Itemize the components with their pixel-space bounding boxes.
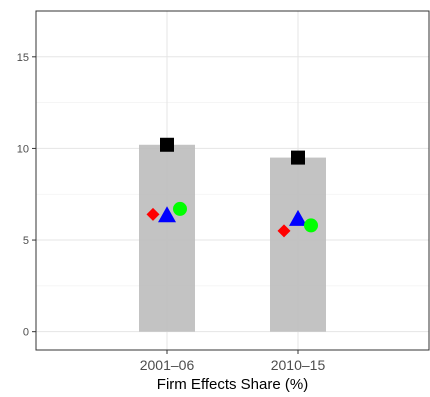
y-axis: 0 5 10 15 bbox=[17, 52, 36, 339]
circle-point-1 bbox=[173, 201, 187, 216]
x-tick-label: 2001–06 bbox=[140, 357, 195, 373]
circle-point-2 bbox=[304, 218, 318, 233]
x-tick-label: 2010–15 bbox=[271, 357, 326, 373]
bar-2 bbox=[270, 157, 326, 332]
bar-layer bbox=[139, 144, 326, 332]
y-tick-label: 0 bbox=[23, 327, 29, 339]
y-tick-label: 5 bbox=[23, 235, 29, 247]
y-tick-label: 15 bbox=[17, 52, 29, 64]
x-axis-title: Firm Effects Share (%) bbox=[157, 376, 308, 393]
triangle-point-2 bbox=[289, 209, 307, 226]
y-tick-label: 10 bbox=[17, 143, 29, 155]
diamond-point-1 bbox=[146, 207, 160, 221]
point-layer bbox=[146, 137, 318, 238]
x-axis: 2001–06 2010–15 bbox=[140, 350, 326, 373]
plot-panel-border bbox=[35, 10, 430, 351]
bar-1 bbox=[139, 144, 195, 332]
triangle-point-1 bbox=[158, 206, 176, 223]
diamond-point-2 bbox=[277, 224, 291, 238]
square-point-1 bbox=[160, 137, 174, 152]
grid bbox=[36, 11, 429, 350]
square-point-2 bbox=[291, 150, 305, 165]
